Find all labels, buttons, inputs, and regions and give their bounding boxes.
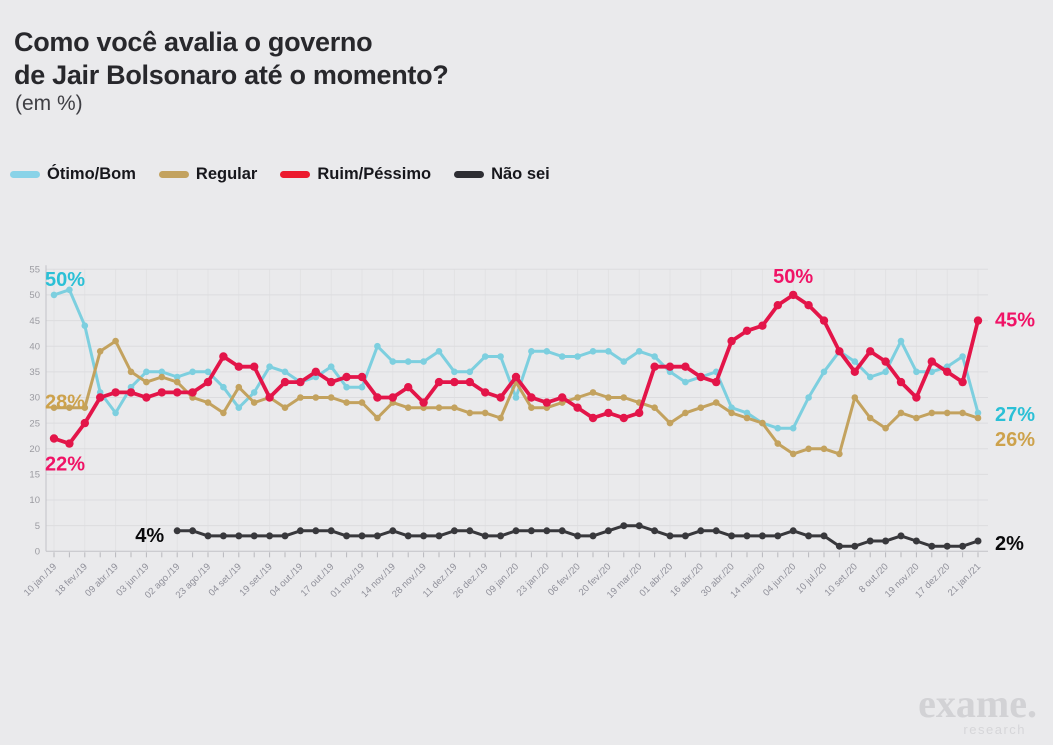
legend-dash-icon — [454, 170, 485, 178]
svg-text:35: 35 — [29, 367, 40, 378]
svg-text:5: 5 — [35, 521, 40, 532]
axes — [45, 265, 988, 552]
annotation-4pct-nao_sei: 4% — [135, 525, 164, 547]
series-ruim-pessimo — [49, 290, 983, 448]
svg-text:30: 30 — [29, 393, 40, 404]
series-nao-sei — [173, 522, 982, 550]
svg-text:40: 40 — [29, 341, 40, 352]
svg-text:25: 25 — [29, 418, 40, 429]
vertical-gridlines — [53, 269, 979, 552]
svg-text:23 jan./20: 23 jan./20 — [515, 561, 552, 598]
annotation-45pct-ruim_pessimo: 45% — [995, 310, 1035, 332]
legend-item-2: Ruim/Péssimo — [280, 165, 431, 184]
series-regular — [50, 337, 982, 458]
svg-text:0: 0 — [35, 547, 40, 558]
svg-text:10 jan./19: 10 jan./19 — [22, 561, 59, 598]
svg-text:50: 50 — [29, 290, 40, 301]
svg-text:55: 55 — [29, 264, 40, 275]
chart-subtitle: (em %) — [15, 92, 83, 115]
brand-sub-label: research — [963, 722, 1026, 737]
annotation-27pct-otimo_bom: 27% — [995, 404, 1035, 426]
svg-text:15: 15 — [29, 470, 40, 481]
svg-text:06 fev./20: 06 fev./20 — [546, 561, 583, 598]
brand-name: exame. — [918, 681, 1037, 726]
legend-label: Ótimo/Bom — [47, 164, 136, 183]
legend-item-3: Não sei — [454, 165, 550, 184]
title-line-1: Como você avalia o governo — [14, 27, 373, 58]
annotation-2pct-nao_sei: 2% — [995, 533, 1024, 555]
data-annotations: 50% 28% 22% 4% 50% 45% 27% 26% 2% — [45, 266, 1035, 555]
legend-label: Ruim/Péssimo — [317, 164, 432, 183]
legend-item-0: Ótimo/Bom — [10, 165, 136, 184]
legend-label: Regular — [195, 164, 258, 183]
svg-text:45: 45 — [29, 316, 40, 327]
y-axis-labels: 0 5 10 15 20 25 30 35 40 45 50 55 — [29, 264, 40, 557]
annotation-26pct-regular: 26% — [995, 429, 1035, 451]
svg-text:20: 20 — [29, 444, 40, 455]
legend: Ótimo/Bom Regular Ruim/Péssimo Não sei — [10, 163, 550, 185]
legend-dash-icon — [280, 170, 311, 178]
annotation-50pct-ruim_pessimo: 50% — [773, 266, 813, 288]
legend-dash-icon — [158, 170, 189, 178]
legend-label: Não sei — [491, 164, 550, 183]
legend-item-1: Regular — [158, 164, 258, 184]
svg-text:09 abr./19: 09 abr./19 — [83, 561, 121, 599]
page-title: Como você avalia o governo de Jair Bolso… — [14, 26, 449, 92]
svg-text:04 jun./20: 04 jun./20 — [761, 561, 798, 598]
svg-text:10 set./20: 10 set./20 — [823, 561, 860, 598]
svg-text:21 jan./21: 21 jan./21 — [946, 561, 983, 598]
x-tick-marks — [53, 552, 979, 558]
svg-text:10: 10 — [29, 495, 40, 506]
brand-logo: exame. research — [918, 681, 1037, 738]
annotation-22pct-ruim_pessimo: 22% — [45, 454, 85, 476]
title-line-2: de Jair Bolsonaro até o momento? — [14, 60, 449, 91]
annotation-28pct-regular: 28% — [45, 392, 85, 414]
annotation-50pct-otimo_bom: 50% — [45, 269, 85, 291]
legend-dash-icon — [10, 170, 40, 178]
